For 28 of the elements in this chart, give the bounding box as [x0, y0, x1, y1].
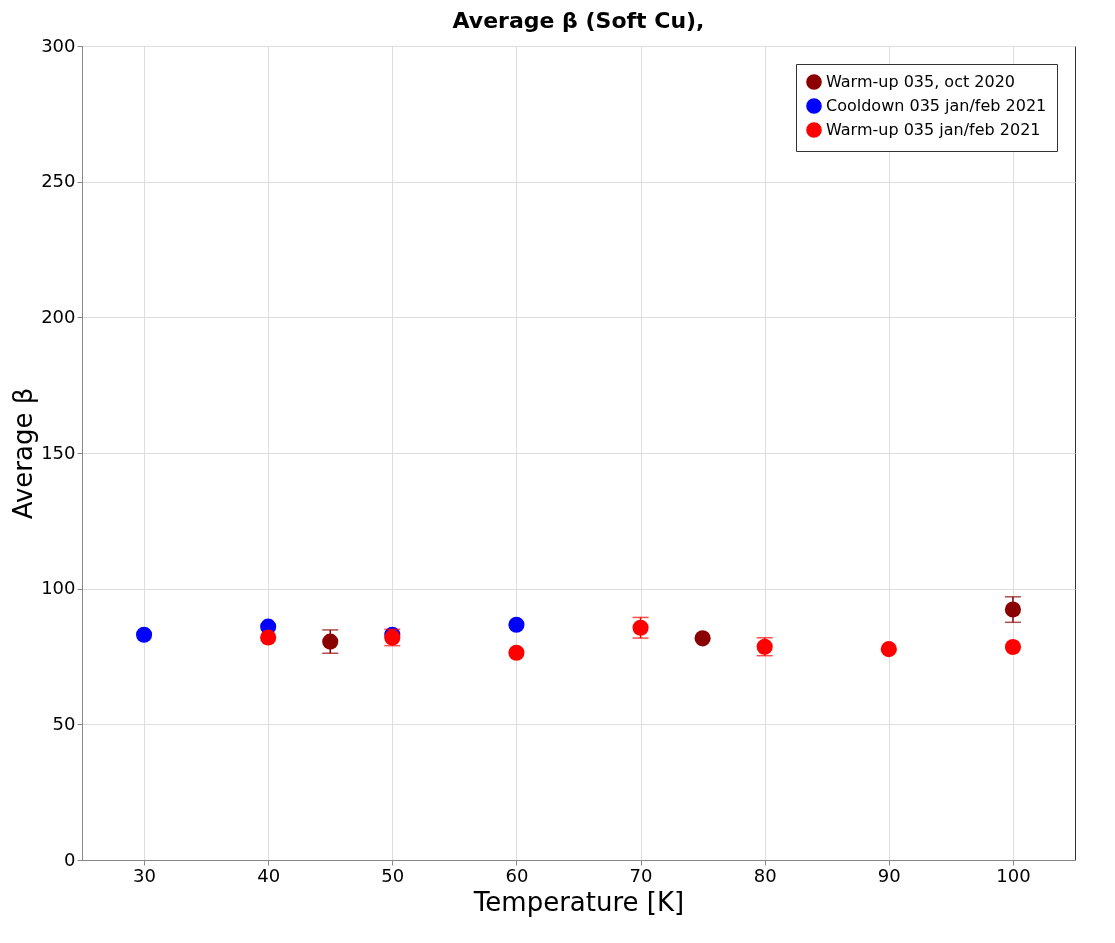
- y-axis-title: Average β: [8, 387, 39, 520]
- point: [260, 629, 277, 646]
- x-tick-label: 100: [996, 864, 1031, 886]
- x-tick-label: 80: [753, 864, 777, 886]
- x-tick-label: 90: [877, 864, 901, 886]
- y-tick-label: 50: [52, 712, 76, 734]
- point: [694, 630, 711, 647]
- legend-label: Warm-up 035 jan/feb 2021: [826, 120, 1041, 139]
- point: [508, 616, 525, 633]
- y-tick-label: 200: [41, 305, 76, 327]
- point: [508, 644, 525, 661]
- y-tick-label: 250: [41, 170, 76, 192]
- x-axis-title: Temperature [K]: [472, 886, 685, 917]
- y-tick-label: 0: [64, 848, 76, 870]
- x-tick-label: 40: [257, 864, 281, 886]
- x-tick-label: 30: [133, 864, 157, 886]
- x-tick-label: 70: [629, 864, 653, 886]
- y-tick-label: 100: [41, 577, 76, 599]
- chart-title: Average β (Soft Cu),: [452, 8, 705, 33]
- point: [880, 641, 897, 658]
- legend-label: Warm-up 035, oct 2020: [826, 72, 1016, 91]
- legend-label: Cooldown 035 jan/feb 2021: [826, 96, 1047, 115]
- point: [1004, 638, 1021, 656]
- y-tick-label: 150: [41, 441, 76, 463]
- y-tick-label: 300: [41, 34, 76, 56]
- x-tick-label: 50: [381, 864, 405, 886]
- point: [136, 626, 153, 643]
- x-tick-label: 60: [505, 864, 529, 886]
